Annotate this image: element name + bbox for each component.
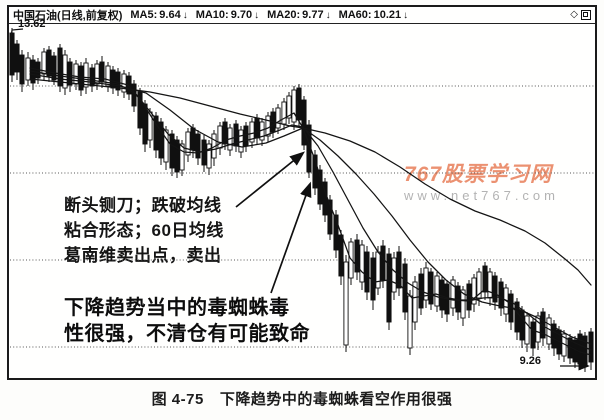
- ma5-label: MA5:: [130, 9, 158, 21]
- ma60-label: MA60:: [338, 9, 372, 21]
- ma5-value: 9.64: [159, 9, 181, 21]
- down-arrow-icon: ↓: [182, 9, 188, 21]
- titlebar-icons: ◇: [570, 10, 591, 20]
- caption-text: 下降趋势中的毒蜘蛛看空作用很强: [219, 391, 453, 408]
- down-arrow-icon: ↓: [254, 9, 260, 21]
- watermark-site-name: 767股票学习网: [404, 163, 553, 186]
- ma5-legend: MA5: 9.64 ↓: [130, 9, 187, 21]
- watermark: 767股票学习网 www.net767.com: [404, 164, 559, 202]
- diamond-icon[interactable]: ◇: [570, 9, 578, 20]
- ma60-value: 10.21: [373, 9, 402, 21]
- window-icon[interactable]: [581, 10, 591, 20]
- annotation-warning-line: 性很强，不清仓有可能致命: [64, 323, 310, 345]
- ma20-label: MA20:: [267, 9, 301, 21]
- annotation-note-line: 葛南维卖出点，卖出: [64, 246, 222, 265]
- ma10-label: MA10:: [195, 9, 229, 21]
- stock-title: 中国石油(日线,前复权): [13, 10, 123, 22]
- figure-number: 图 4-75: [151, 391, 204, 408]
- annotation-warning: 下降趋势当中的毒蜘蛛毒 性很强，不清仓有可能致命: [64, 295, 310, 347]
- down-arrow-icon: ↓: [403, 9, 409, 21]
- peak-price-label: 13.62: [18, 18, 46, 30]
- annotation-warning-line: 下降趋势当中的毒蜘蛛毒: [64, 297, 290, 319]
- annotation-note: 断头铡刀；跌破均线 粘合形态；60日均线 葛南维卖出点，卖出: [64, 193, 224, 268]
- trough-price-label: 9.26: [519, 355, 541, 367]
- ma60-legend: MA60: 10.21 ↓: [339, 9, 409, 21]
- ma10-legend: MA10: 9.70 ↓: [196, 9, 259, 21]
- annotation-note-line: 粘合形态；60日均线: [64, 221, 224, 240]
- chart-window: 中国石油(日线,前复权) MA5: 9.64 ↓ MA10: 9.70 ↓ MA…: [7, 5, 597, 380]
- watermark-url: www.net767.com: [404, 188, 559, 203]
- ma10-value: 9.70: [230, 9, 253, 21]
- annotation-note-line: 断头铡刀；跌破均线: [64, 196, 222, 215]
- figure-caption: 图 4-75 下降趋势中的毒蜘蛛看空作用很强: [0, 388, 604, 409]
- down-arrow-icon: ↓: [325, 9, 331, 21]
- ma20-legend: MA20: 9.77 ↓: [267, 9, 330, 21]
- ma20-value: 9.77: [302, 9, 324, 21]
- chart-title-bar: 中国石油(日线,前复权) MA5: 9.64 ↓ MA10: 9.70 ↓ MA…: [9, 7, 595, 24]
